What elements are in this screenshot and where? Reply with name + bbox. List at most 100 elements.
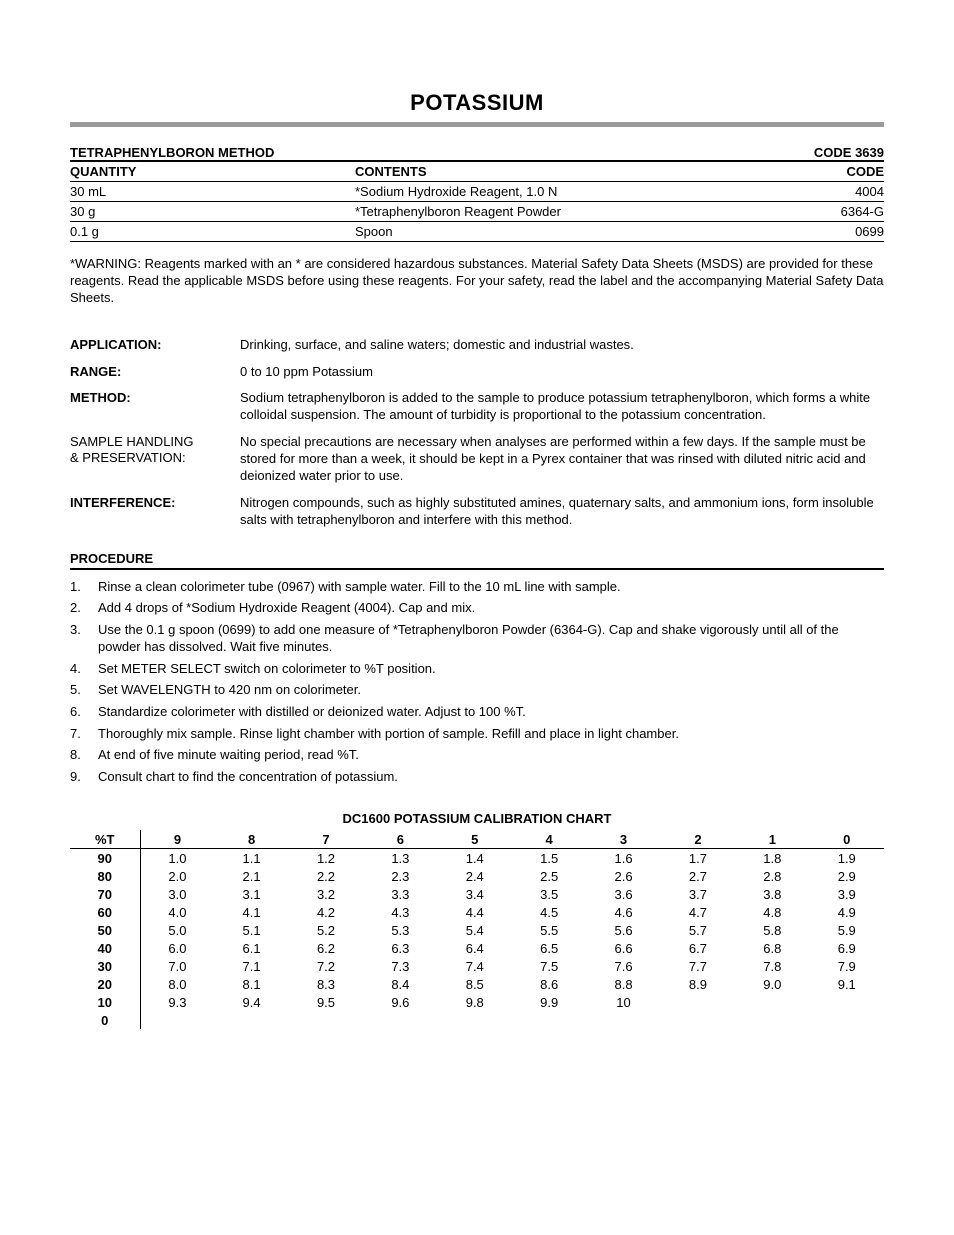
calib-col-header: 7 <box>289 830 363 849</box>
calib-cell: 4.3 <box>363 903 437 921</box>
calib-row: 604.04.14.24.34.44.54.64.74.84.9 <box>70 903 884 921</box>
calib-cell: 1.9 <box>810 849 884 868</box>
calib-cell: 1.8 <box>735 849 809 868</box>
calib-cell: 7.0 <box>140 957 214 975</box>
calib-cell: 2.8 <box>735 867 809 885</box>
calib-cell: 6.3 <box>363 939 437 957</box>
calib-cell: 1.6 <box>586 849 660 868</box>
calib-cell <box>586 1011 660 1029</box>
calib-row-label: 20 <box>70 975 140 993</box>
calib-cell: 6.7 <box>661 939 735 957</box>
step-text: Standardize colorimeter with distilled o… <box>98 703 884 721</box>
calib-cell: 2.9 <box>810 867 884 885</box>
calib-cell: 3.7 <box>661 885 735 903</box>
calib-cell: 6.8 <box>735 939 809 957</box>
calib-cell: 9.4 <box>214 993 288 1011</box>
page-title: POTASSIUM <box>70 90 884 116</box>
calib-cell: 6.6 <box>586 939 660 957</box>
step-number: 8. <box>70 746 98 764</box>
calib-cell: 7.5 <box>512 957 586 975</box>
calib-corner: %T <box>70 830 140 849</box>
step-number: 2. <box>70 599 98 617</box>
calib-row-label: 90 <box>70 849 140 868</box>
step-number: 7. <box>70 725 98 743</box>
calib-cell: 4.4 <box>438 903 512 921</box>
field-label: INTERFERENCE: <box>70 495 240 511</box>
calib-row: 307.07.17.27.37.47.57.67.77.87.9 <box>70 957 884 975</box>
calib-cell: 6.5 <box>512 939 586 957</box>
calib-row: 901.01.11.21.31.41.51.61.71.81.9 <box>70 849 884 868</box>
calib-cell: 9.8 <box>438 993 512 1011</box>
calib-cell <box>214 1011 288 1029</box>
warning-text: *WARNING: Reagents marked with an * are … <box>70 256 884 307</box>
calib-row-label: 10 <box>70 993 140 1011</box>
procedure-step: 5.Set WAVELENGTH to 420 nm on colorimete… <box>70 681 884 699</box>
calib-cell: 5.9 <box>810 921 884 939</box>
calib-cell: 5.3 <box>363 921 437 939</box>
procedure-step: 6.Standardize colorimeter with distilled… <box>70 703 884 721</box>
step-number: 9. <box>70 768 98 786</box>
cell-code: 4004 <box>764 184 884 199</box>
calib-col-header: 0 <box>810 830 884 849</box>
calib-cell: 2.6 <box>586 867 660 885</box>
calib-cell: 2.0 <box>140 867 214 885</box>
calib-cell: 1.3 <box>363 849 437 868</box>
calib-cell: 3.3 <box>363 885 437 903</box>
calib-cell <box>363 1011 437 1029</box>
cell-contents: Spoon <box>355 224 764 239</box>
step-number: 6. <box>70 703 98 721</box>
field-label: APPLICATION: <box>70 337 240 353</box>
calib-col-header: 2 <box>661 830 735 849</box>
field-label: SAMPLE HANDLING & PRESERVATION: <box>70 434 240 467</box>
calib-cell: 4.7 <box>661 903 735 921</box>
calib-cell: 7.2 <box>289 957 363 975</box>
procedure-list: 1.Rinse a clean colorimeter tube (0967) … <box>70 578 884 785</box>
calib-row-label: 60 <box>70 903 140 921</box>
calib-row: 703.03.13.23.33.43.53.63.73.83.9 <box>70 885 884 903</box>
calib-cell: 3.2 <box>289 885 363 903</box>
calib-row-label: 80 <box>70 867 140 885</box>
cell-quantity: 30 mL <box>70 184 355 199</box>
step-number: 1. <box>70 578 98 596</box>
calib-cell: 6.1 <box>214 939 288 957</box>
calib-cell: 3.4 <box>438 885 512 903</box>
calib-cell: 1.2 <box>289 849 363 868</box>
row-rule <box>70 241 884 242</box>
calib-row-label: 0 <box>70 1011 140 1029</box>
step-text: Set METER SELECT switch on colorimeter t… <box>98 660 884 678</box>
calib-cell: 9.1 <box>810 975 884 993</box>
calib-cell: 4.8 <box>735 903 809 921</box>
field-body: 0 to 10 ppm Potassium <box>240 364 884 381</box>
calib-cell <box>810 993 884 1011</box>
field-row: INTERFERENCE:Nitrogen compounds, such as… <box>70 495 884 529</box>
procedure-step: 7.Thoroughly mix sample. Rinse light cha… <box>70 725 884 743</box>
table-row: 30 g*Tetraphenylboron Reagent Powder6364… <box>70 202 884 221</box>
procedure-heading: PROCEDURE <box>70 551 884 570</box>
cell-contents: *Sodium Hydroxide Reagent, 1.0 N <box>355 184 764 199</box>
field-row: APPLICATION:Drinking, surface, and salin… <box>70 337 884 354</box>
title-rule <box>70 122 884 127</box>
calib-cell <box>289 1011 363 1029</box>
procedure-step: 3.Use the 0.1 g spoon (0699) to add one … <box>70 621 884 656</box>
step-number: 3. <box>70 621 98 656</box>
calib-cell: 4.1 <box>214 903 288 921</box>
calib-cell: 1.1 <box>214 849 288 868</box>
method-name: TETRAPHENYLBORON METHOD <box>70 145 274 160</box>
calib-cell: 9.3 <box>140 993 214 1011</box>
calib-cell: 1.7 <box>661 849 735 868</box>
step-text: Add 4 drops of *Sodium Hydroxide Reagent… <box>98 599 884 617</box>
calib-cell <box>661 993 735 1011</box>
fields-block: APPLICATION:Drinking, surface, and salin… <box>70 337 884 529</box>
code-label: CODE 3639 <box>814 145 884 160</box>
calib-row-label: 70 <box>70 885 140 903</box>
calib-row: 208.08.18.38.48.58.68.88.99.09.1 <box>70 975 884 993</box>
calib-cell: 7.8 <box>735 957 809 975</box>
calib-cell: 6.9 <box>810 939 884 957</box>
calib-cell: 8.9 <box>661 975 735 993</box>
cell-code: 6364-G <box>764 204 884 219</box>
calib-row: 802.02.12.22.32.42.52.62.72.82.9 <box>70 867 884 885</box>
calib-row-label: 40 <box>70 939 140 957</box>
procedure-step: 2.Add 4 drops of *Sodium Hydroxide Reage… <box>70 599 884 617</box>
calib-cell: 2.5 <box>512 867 586 885</box>
calib-cell: 3.9 <box>810 885 884 903</box>
